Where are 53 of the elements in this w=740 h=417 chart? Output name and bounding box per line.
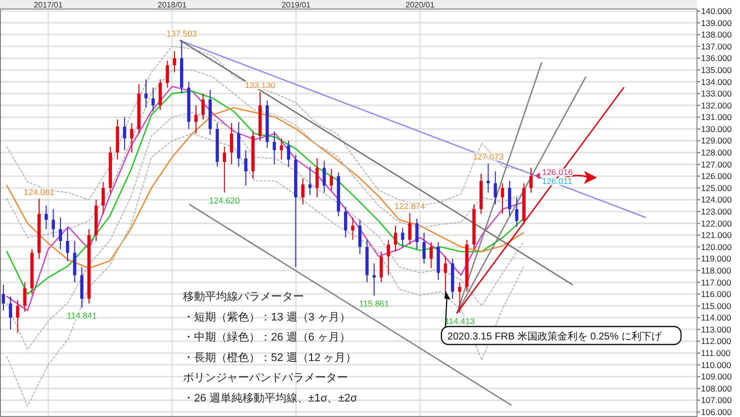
x-tick-label: 2017/01 (34, 0, 64, 10)
annotation: 移動平均線パラメーター (183, 291, 304, 303)
y-tick-label: 115.000 (701, 300, 732, 311)
y-tick-label: 123.000 (701, 206, 732, 216)
y-tick-label: 121.000 (701, 230, 732, 240)
y-tick-label: 139.000 (701, 18, 732, 28)
y-tick-label: 130.000 (701, 124, 732, 134)
y-tick-label: 131.000 (701, 112, 732, 122)
annotation: ・短期（紫色）：13 週（3 ヶ月） (183, 310, 350, 324)
y-tick-label: 117.000 (701, 277, 732, 288)
annotation: ・中期（緑色）：26 週（6 ヶ月） (183, 330, 350, 344)
y-tick-label: 106.000 (701, 407, 732, 417)
annotation: 137.503 (166, 28, 198, 38)
annotation: 114.413 (444, 316, 475, 326)
y-tick-label: 138.000 (701, 30, 732, 40)
y-tick-label: 108.000 (701, 383, 732, 394)
y-tick-label: 119.000 (701, 254, 732, 264)
y-tick-label: 113.000 (701, 324, 732, 334)
annotation: ・長期（橙色）：52 週（12 ヶ月） (183, 352, 357, 364)
y-tick-label: 136.000 (701, 53, 732, 64)
y-tick-label: 127.000 (701, 159, 732, 170)
annotation: 122.874 (394, 200, 426, 211)
x-tick-label: 2018/01 (158, 0, 188, 10)
y-tick-label: 118.000 (701, 265, 732, 276)
y-tick-label: 125.000 (701, 182, 732, 193)
y-tick-label: 114.000 (701, 312, 732, 323)
annotation: 2020.3.15 FRB 米国政策金利を 0.25% に利下げ (447, 330, 662, 343)
y-tick-label: 112.000 (701, 336, 732, 346)
x-tick-label: 2020/01 (406, 0, 435, 10)
annotation: ボリンジャーバンドパラメーター (183, 372, 348, 384)
y-tick-label: 110.000 (701, 360, 732, 370)
y-tick-label: 124.000 (701, 194, 732, 205)
y-tick-label: 128.000 (701, 148, 732, 158)
annotation: 115.861 (359, 298, 390, 309)
y-tick-label: 137.000 (701, 41, 732, 52)
annotation: 114.841 (66, 310, 98, 321)
annotation: 124.620 (209, 195, 240, 206)
y-tick-label: 132.000 (701, 100, 732, 110)
y-tick-label: 134.000 (701, 76, 732, 87)
annotation: 124.081 (24, 186, 55, 197)
y-tick-label: 116.000 (701, 289, 732, 300)
y-tick-label: 109.000 (701, 372, 732, 382)
y-tick-label: 107.000 (701, 395, 732, 406)
y-tick-label: 126.000 (701, 171, 732, 182)
y-tick-label: 135.000 (701, 64, 732, 75)
y-tick-label: 140.000 (701, 6, 732, 16)
y-tick-label: 133.000 (701, 88, 732, 99)
y-tick-label: 122.000 (701, 218, 732, 228)
y-tick-label: 120.000 (701, 242, 732, 252)
y-tick-label: 129.000 (701, 136, 732, 146)
y-tick-label: 111.000 (701, 348, 731, 358)
x-tick-label: 2019/01 (282, 0, 312, 10)
annotation: ・26 週単純移動平均線、±1σ、±2σ (183, 392, 358, 404)
